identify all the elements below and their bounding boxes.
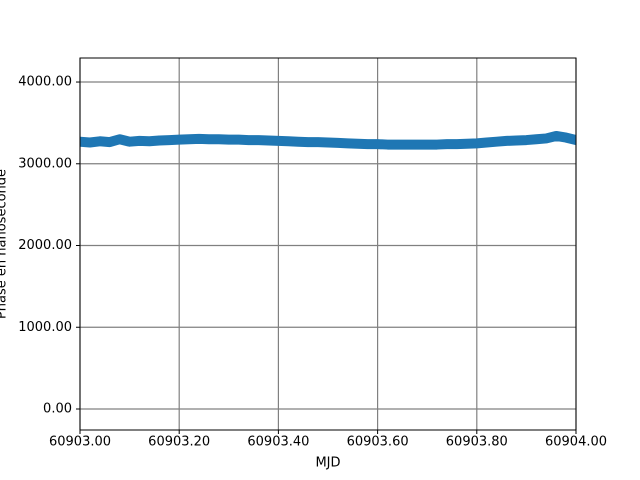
y-tick-label: 1000.00 xyxy=(18,320,72,335)
x-axis-label: MJD xyxy=(315,456,340,471)
y-tick-label: 4000.00 xyxy=(18,75,72,90)
x-tick-label: 60903.00 xyxy=(49,435,111,450)
y-axis-label: Phase en nanoseconde xyxy=(0,169,10,319)
x-tick-label: 60904.00 xyxy=(545,435,607,450)
x-tick-label: 60903.20 xyxy=(148,435,210,450)
y-tick-label: 0.00 xyxy=(43,401,72,416)
data-line xyxy=(80,130,576,150)
x-tick-label: 60903.60 xyxy=(347,435,409,450)
y-tick-label: 3000.00 xyxy=(18,156,72,171)
y-tick-label: 2000.00 xyxy=(18,238,72,253)
x-tick-label: 60903.80 xyxy=(446,435,508,450)
plot-frame xyxy=(79,57,577,431)
x-tick-label: 60903.40 xyxy=(247,435,309,450)
